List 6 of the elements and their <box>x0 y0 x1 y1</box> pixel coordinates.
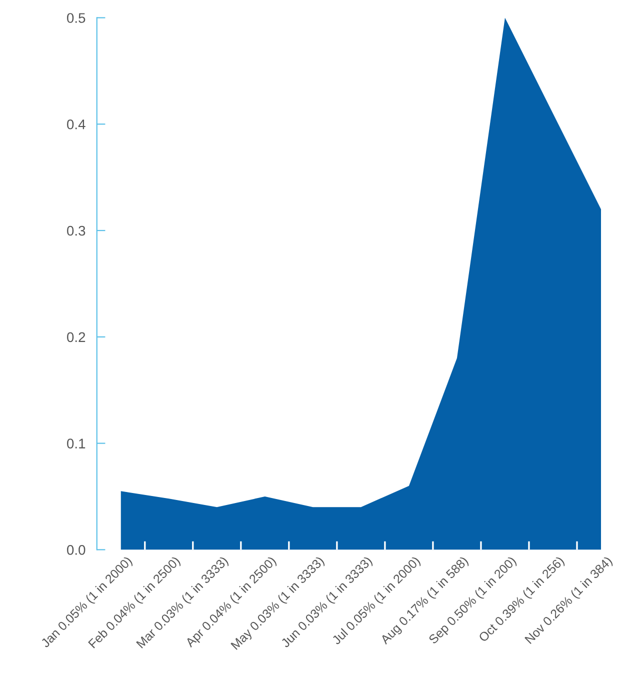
y-tick-label: 0.1 <box>67 438 86 448</box>
y-tick-label: 0.2 <box>67 332 86 342</box>
y-tick-label: 0.3 <box>67 226 86 236</box>
y-tick-label: 0.4 <box>67 119 86 130</box>
y-tick-label: 0.0 <box>67 545 86 555</box>
y-tick-label: 0.5 <box>67 13 86 23</box>
